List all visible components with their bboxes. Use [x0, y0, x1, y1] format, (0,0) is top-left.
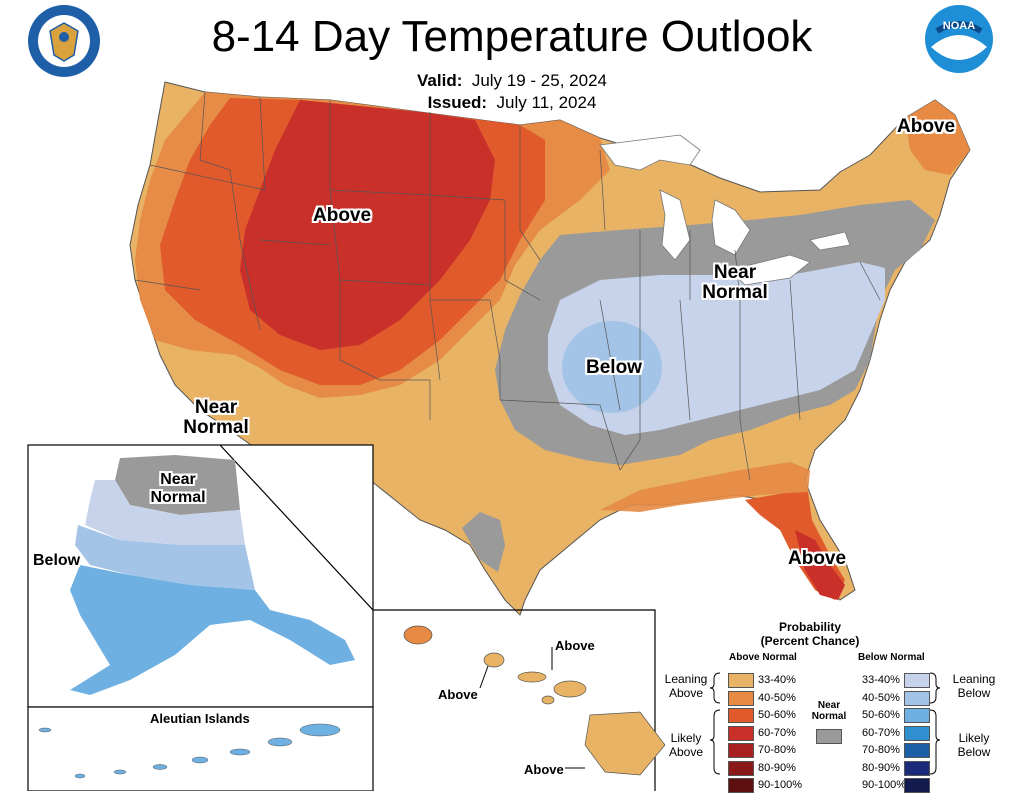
label-above-florida: Above [788, 548, 847, 569]
legend-swatch-below-2 [904, 708, 930, 723]
legend-range-above-2: 50-60% [758, 709, 796, 721]
legend-range-above-4: 70-80% [758, 744, 796, 756]
legend-swatch-below-1 [904, 690, 930, 706]
alaska-below-33-40 [85, 480, 245, 545]
inset-divider [219, 444, 656, 791]
legend-range-above-6: 90-100% [758, 779, 803, 791]
legend-swatch-below-0 [904, 673, 930, 688]
southeast-above-40-50 [600, 462, 810, 512]
legend-swatch-above-5 [728, 760, 754, 776]
label-hawaii-above-1: Above [555, 638, 595, 653]
conus-near-normal-texas [462, 512, 505, 572]
hawaii-leader-lines [479, 647, 585, 769]
hawaii-islands [403, 625, 666, 776]
label-above-maine: Above [897, 116, 956, 137]
legend-likely-below: Likely Below [957, 731, 991, 759]
legend-range-below-3: 60-70% [862, 726, 900, 739]
label-hawaii-above-3: Above [524, 762, 564, 777]
legend-swatch-below-3 [904, 725, 930, 741]
legend-range-above-0: 33-40% [758, 674, 796, 686]
conus-above-60-70 [240, 100, 495, 350]
svg-text:NOAA: NOAA [943, 20, 975, 32]
alaska-below-50-60 [70, 565, 355, 695]
noaa-logo: NOAA [925, 5, 993, 73]
legend-swatch-above-2 [728, 708, 754, 723]
label-aleutian-islands: Aleutian Islands [150, 711, 250, 726]
legend-range-below-4: 70-80% [862, 744, 900, 756]
legend-swatch-above-4 [728, 743, 754, 758]
legend-braces [709, 672, 941, 775]
legend-swatch-below-5 [904, 760, 930, 776]
legend-below-header: Below Normal [858, 652, 925, 663]
alaska-near-normal [115, 455, 240, 515]
legend-leaning-below: Leaning Below [952, 672, 996, 700]
aleutian-frame [27, 706, 374, 791]
legend-leaning-above: Leaning Above [664, 672, 708, 700]
label-alaska-below: Below [33, 552, 81, 569]
legend-range-below-6: 90-100% [862, 779, 907, 791]
legend-near-normal: Near Normal [811, 700, 847, 722]
legend-range-below-5: 80-90% [862, 761, 900, 774]
label-below-central: Below [586, 357, 642, 378]
florida-above-60-70 [795, 530, 845, 600]
great-lakes [599, 134, 851, 286]
legend-range-above-3: 60-70% [758, 726, 796, 739]
state-borders [134, 91, 881, 481]
valid-label: Valid: [417, 71, 463, 90]
legend-range-below-0: 33-40% [862, 674, 900, 686]
alaska-below-40-50 [75, 525, 255, 590]
department-of-commerce-seal [28, 5, 100, 77]
legend-range-above-1: 40-50% [758, 691, 796, 704]
label-alaska-near-normal: Near Normal [150, 471, 206, 506]
valid-dates: Valid: July 19 - 25, 2024 Issued: July 1… [0, 70, 1024, 114]
page-title: 8-14 Day Temperature Outlook [211, 12, 813, 61]
legend-swatch-below-4 [904, 743, 930, 758]
issued-value: July 11, 2024 [496, 93, 597, 112]
label-near-normal-sw: Near Normal [183, 397, 249, 438]
maine-above-40-50 [905, 100, 970, 175]
aleutian-islands-shapes [38, 723, 341, 779]
legend-range-above-5: 80-90% [758, 761, 796, 774]
label-above-west: Above [313, 205, 372, 226]
legend-swatch-above-3 [728, 725, 754, 741]
legend-swatch-above-0 [728, 673, 754, 688]
label-hawaii-above-2: Above [438, 687, 478, 702]
label-near-normal-midwest: Near Normal [702, 262, 768, 303]
legend-swatch-near-normal [816, 729, 842, 744]
legend-likely-above: Likely Above [668, 731, 704, 759]
legend-range-below-1: 40-50% [862, 691, 900, 704]
valid-range: July 19 - 25, 2024 [471, 71, 607, 90]
legend-swatch-above-1 [728, 690, 754, 706]
issued-label: Issued: [427, 93, 488, 112]
legend-range-below-2: 50-60% [862, 709, 900, 721]
legend-title: Probability (Percent Chance) [760, 620, 860, 648]
legend-above-header: Above Normal [729, 652, 797, 663]
